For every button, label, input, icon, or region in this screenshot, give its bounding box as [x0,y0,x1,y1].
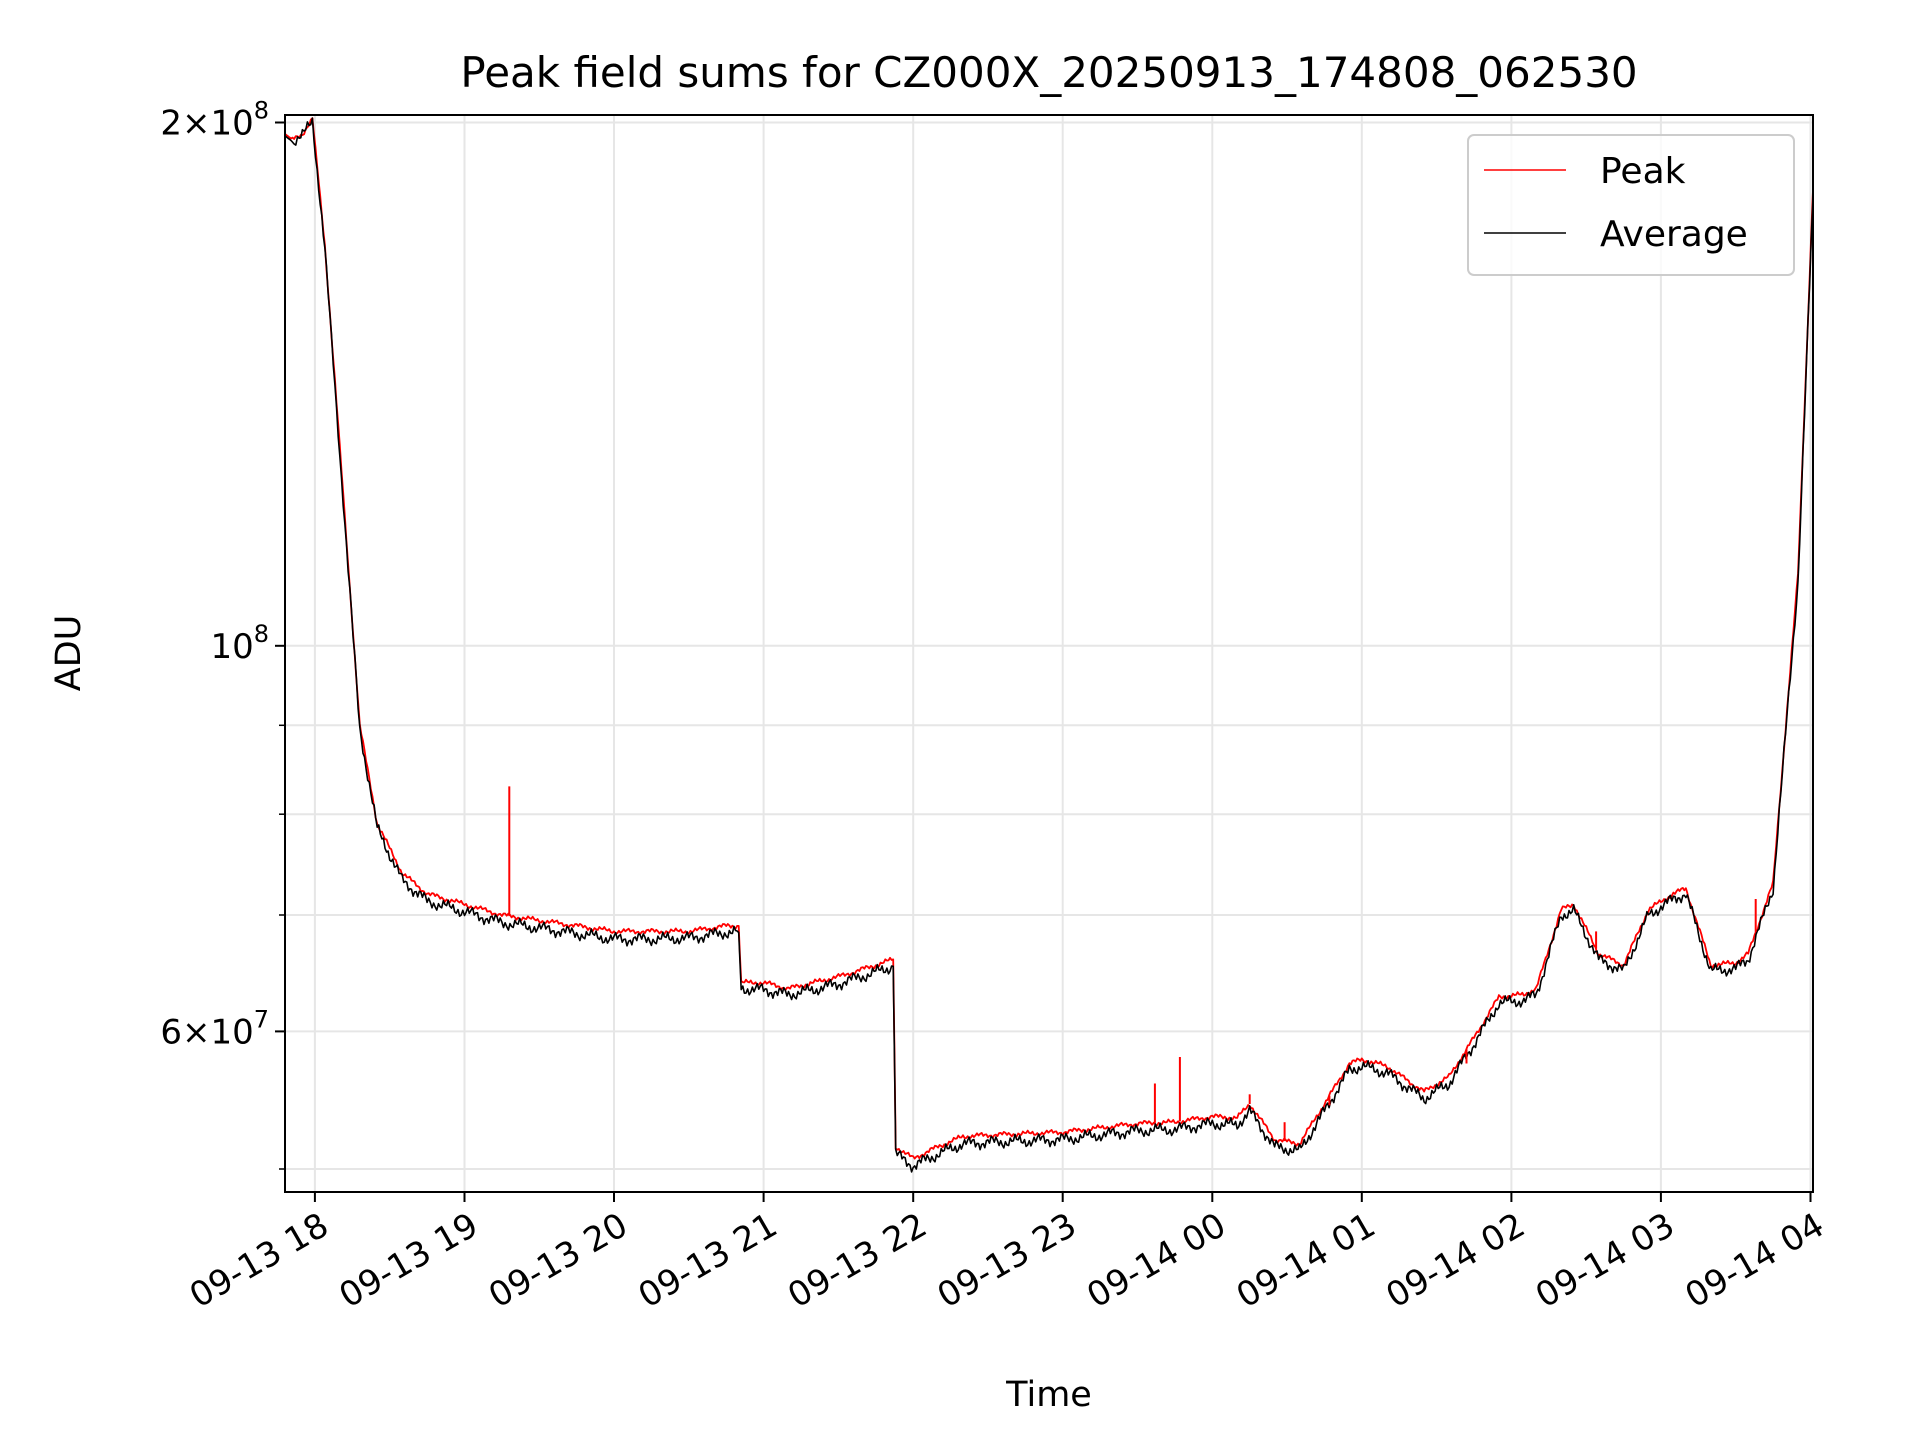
plot-frame [284,114,1814,1193]
y-tick-label: 2×108 [160,97,269,144]
legend: Peak Average [1467,134,1795,276]
y-axis-label: ADU [49,615,89,692]
plot-area [285,115,1813,1192]
y-tick-label: 6×107 [160,1005,269,1052]
y-tick-label: 108 [210,620,269,667]
x-axis-label: Time [1005,1375,1092,1415]
series-layer [284,117,1814,1173]
legend-average-label: Average [1600,214,1748,255]
series-line-average [284,117,1814,1173]
chart-title: Peak field sums for CZ000X_20250913_1748… [460,48,1637,97]
legend-peak-label: Peak [1600,151,1686,192]
